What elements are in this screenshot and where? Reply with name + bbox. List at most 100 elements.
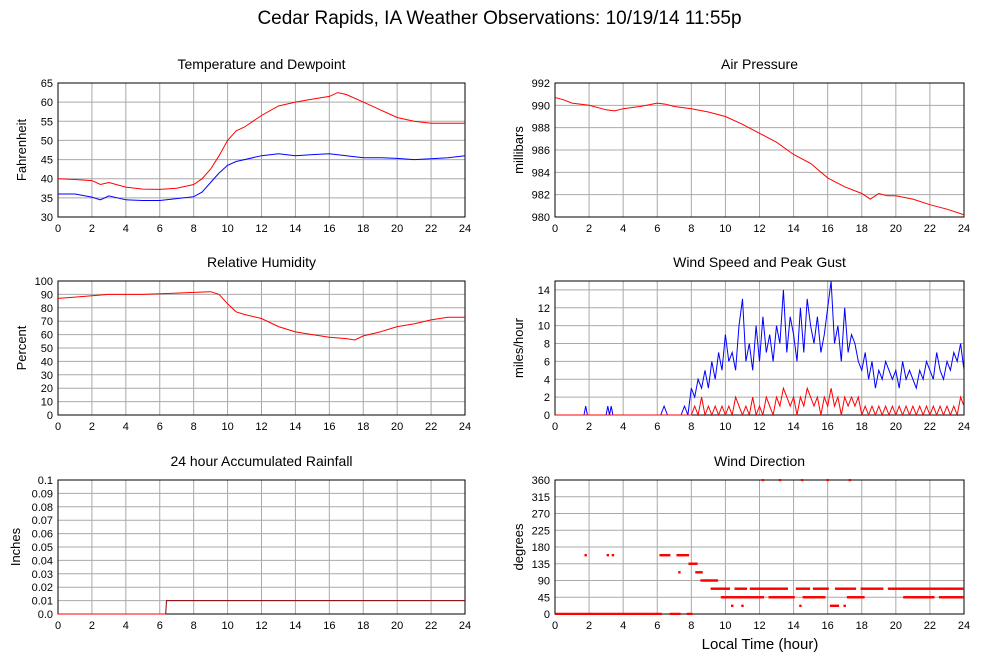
data-point	[812, 596, 816, 599]
data-point	[846, 596, 850, 599]
data-point	[930, 587, 933, 590]
x-tick-label: 20	[890, 421, 902, 433]
x-tick-label: 10	[221, 223, 233, 235]
data-point	[904, 596, 908, 599]
data-point	[867, 587, 870, 590]
data-point	[724, 587, 727, 590]
data-point	[952, 596, 955, 599]
y-tick-label: 45	[538, 592, 550, 604]
data-point	[666, 553, 669, 557]
data-point	[855, 596, 858, 599]
data-point	[761, 479, 765, 482]
x-tick-label: 10	[719, 223, 731, 235]
data-point	[620, 612, 623, 615]
data-point	[858, 596, 862, 599]
data-point	[940, 587, 944, 590]
data-point	[768, 587, 771, 590]
data-point	[918, 596, 921, 599]
y-tick-label: 2	[544, 392, 550, 404]
data-point	[778, 479, 782, 482]
data-point	[695, 571, 698, 574]
y-tick-label: 55	[41, 116, 53, 128]
data-point	[664, 553, 667, 557]
data-point	[872, 587, 875, 590]
data-point	[727, 587, 731, 590]
data-point	[959, 587, 962, 590]
data-point	[862, 596, 865, 599]
data-point	[848, 596, 852, 599]
y-tick-label: 0.01	[32, 596, 53, 608]
y-tick-label: 0.09	[32, 488, 53, 500]
data-point	[710, 579, 713, 582]
data-point	[783, 587, 787, 590]
data-point	[741, 596, 744, 599]
data-point	[746, 596, 749, 599]
data-point	[848, 479, 852, 482]
data-point	[712, 579, 715, 582]
data-point	[899, 587, 903, 590]
data-point	[592, 612, 596, 615]
y-tick-label: 50	[41, 343, 53, 355]
x-tick-label: 22	[924, 421, 936, 433]
data-point	[736, 587, 739, 590]
data-point	[852, 596, 855, 599]
data-point	[925, 587, 928, 590]
x-tick-label: 6	[654, 421, 660, 433]
data-point	[703, 579, 707, 582]
data-point	[637, 612, 640, 615]
y-tick-label: 0	[544, 410, 550, 422]
data-point	[674, 612, 678, 615]
x-tick-label: 20	[391, 620, 403, 632]
x-tick-label: 14	[289, 620, 301, 632]
data-point	[802, 596, 806, 599]
data-point	[807, 596, 811, 599]
x-tick-label: 6	[654, 223, 660, 235]
data-point	[611, 553, 615, 557]
data-point	[938, 596, 942, 599]
data-point	[744, 587, 748, 590]
data-point	[686, 553, 690, 557]
data-point	[908, 596, 911, 599]
data-point	[596, 612, 599, 615]
data-point	[749, 596, 753, 599]
data-point	[950, 596, 954, 599]
y-tick-label: 982	[532, 190, 550, 202]
y-tick-label: 40	[41, 356, 53, 368]
data-point	[947, 596, 950, 599]
data-point	[560, 612, 564, 615]
data-point	[698, 571, 702, 574]
data-point	[577, 612, 581, 615]
data-point	[802, 587, 806, 590]
data-point	[817, 596, 821, 599]
data-point	[686, 612, 690, 615]
data-point	[869, 587, 872, 590]
data-point	[806, 587, 809, 590]
x-tick-label: 4	[620, 223, 626, 235]
data-point	[717, 587, 720, 590]
data-point	[785, 587, 788, 590]
data-point	[909, 596, 913, 599]
data-point	[950, 587, 954, 590]
data-point	[640, 612, 644, 615]
plot-frame	[554, 479, 965, 615]
data-point	[795, 587, 799, 590]
data-point	[736, 596, 739, 599]
data-point	[642, 612, 645, 615]
data-point	[606, 553, 610, 557]
x-tick-label: 22	[425, 421, 437, 433]
data-point	[768, 596, 771, 599]
x-tick-label: 10	[719, 620, 731, 632]
data-point	[603, 612, 606, 615]
series-line-0	[58, 92, 465, 190]
data-point	[586, 612, 589, 615]
x-tick-label: 0	[55, 620, 61, 632]
y-tick-label: 50	[41, 135, 53, 147]
x-tick-label: 18	[357, 620, 369, 632]
data-point	[887, 587, 891, 590]
data-point	[955, 596, 959, 599]
data-point	[720, 587, 724, 590]
x-tick-label: 8	[688, 620, 694, 632]
data-point	[756, 587, 759, 590]
